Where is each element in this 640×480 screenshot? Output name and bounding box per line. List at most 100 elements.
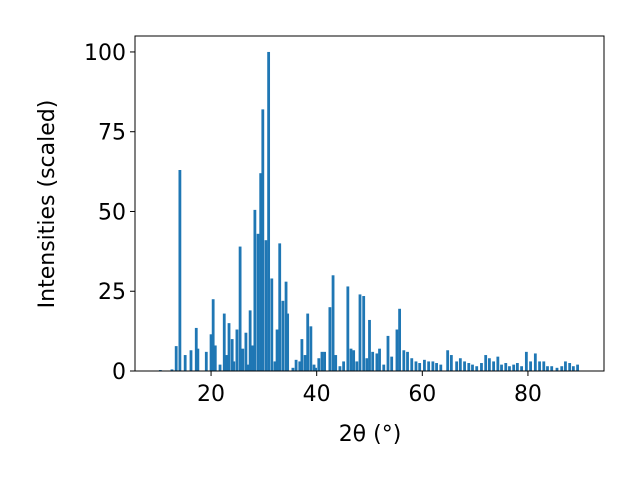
- bar: [546, 366, 549, 371]
- bar: [270, 278, 274, 371]
- x-tick-label: 20: [197, 382, 225, 407]
- bar: [520, 366, 524, 371]
- bar: [232, 361, 236, 371]
- bar: [189, 350, 193, 371]
- bar: [238, 246, 242, 371]
- bar: [414, 361, 418, 371]
- bar: [423, 359, 426, 371]
- bar: [487, 358, 491, 371]
- bar: [230, 339, 234, 371]
- bar: [211, 299, 215, 371]
- bar: [560, 366, 564, 371]
- bar: [435, 363, 438, 371]
- bar: [281, 300, 285, 371]
- bar: [314, 367, 318, 371]
- bar: [484, 355, 488, 371]
- bar: [390, 356, 394, 371]
- bar: [174, 346, 178, 371]
- bar: [273, 361, 277, 371]
- bar: [386, 335, 390, 371]
- bar: [538, 361, 541, 371]
- bar: [446, 350, 450, 371]
- plot-frame: [134, 35, 605, 372]
- bar: [365, 358, 369, 371]
- bar: [218, 364, 222, 371]
- x-tick-label: 60: [408, 382, 436, 407]
- bar: [275, 329, 279, 371]
- bar: [358, 294, 362, 371]
- x-tick-label: 80: [514, 382, 542, 407]
- bar: [375, 353, 379, 371]
- bar: [303, 355, 307, 371]
- bar: [253, 209, 257, 371]
- bar: [504, 363, 508, 371]
- bar: [196, 348, 200, 371]
- bar: [284, 281, 288, 371]
- bar: [328, 307, 332, 371]
- bar: [398, 308, 402, 371]
- bar: [371, 351, 375, 371]
- bar: [568, 363, 572, 371]
- bar: [524, 351, 528, 371]
- bar: [475, 366, 479, 371]
- bar: [248, 310, 252, 371]
- bar: [286, 313, 290, 371]
- bar: [294, 359, 298, 371]
- bar: [227, 323, 231, 371]
- bar: [500, 364, 503, 371]
- bar: [368, 319, 371, 371]
- bar: [382, 364, 386, 371]
- bar: [418, 363, 422, 371]
- bar: [550, 366, 554, 371]
- bar: [241, 348, 245, 371]
- bar: [256, 233, 260, 371]
- bar: [463, 361, 466, 371]
- bar: [264, 240, 268, 371]
- bar: [298, 361, 302, 371]
- bar: [480, 363, 483, 371]
- bar: [244, 332, 248, 371]
- bar: [222, 313, 226, 371]
- bar: [250, 345, 254, 371]
- bar: [564, 361, 567, 371]
- bar: [355, 361, 359, 371]
- bar: [349, 348, 353, 371]
- bar: [338, 366, 342, 371]
- bar: [300, 339, 304, 371]
- bar: [529, 361, 532, 371]
- bar: [427, 361, 431, 371]
- bar: [235, 329, 239, 371]
- bar: [496, 356, 500, 371]
- bar: [471, 364, 474, 371]
- bar: [213, 345, 217, 371]
- bar: [183, 355, 187, 371]
- bar: [362, 296, 366, 371]
- x-tick-label: 40: [303, 382, 331, 407]
- bar: [439, 364, 443, 371]
- bar: [515, 363, 519, 371]
- bar: [267, 51, 271, 371]
- y-tick-label: 25: [98, 280, 126, 305]
- bar: [542, 361, 546, 371]
- bar: [467, 363, 471, 371]
- bar: [402, 350, 406, 371]
- bar: [194, 327, 198, 371]
- bar: [352, 350, 356, 371]
- bar: [555, 367, 559, 371]
- bar: [261, 109, 265, 371]
- y-tick-label: 0: [112, 360, 126, 385]
- y-tick-label: 50: [98, 200, 126, 225]
- bar: [323, 351, 327, 371]
- bar: [508, 366, 511, 371]
- bar: [406, 351, 409, 371]
- bar: [317, 358, 321, 371]
- bar: [225, 355, 229, 371]
- x-axis-label: 2θ (°): [339, 422, 402, 447]
- bar: [342, 361, 346, 371]
- bar: [512, 364, 516, 371]
- bar: [278, 243, 282, 371]
- bar: [309, 326, 313, 371]
- bar: [455, 361, 459, 371]
- bar: [458, 358, 462, 371]
